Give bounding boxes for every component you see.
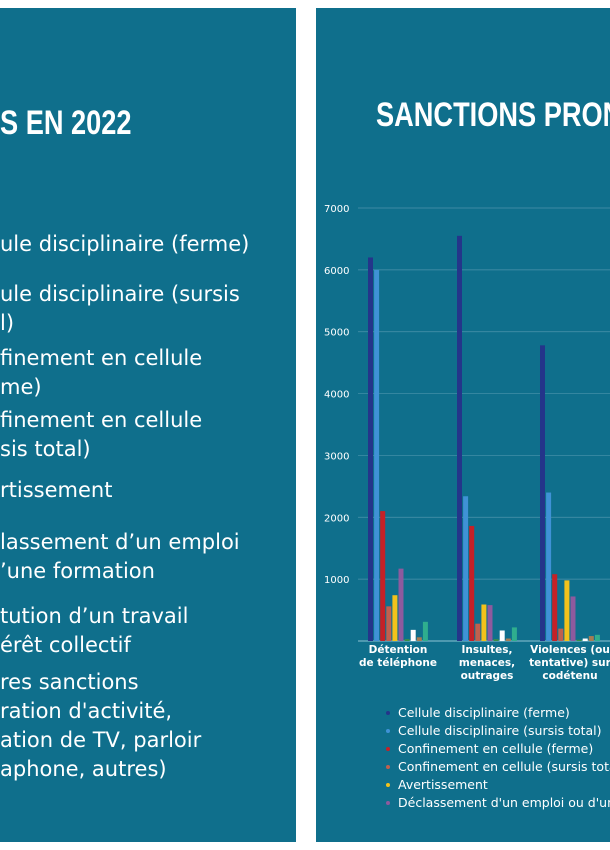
legend-item: Cellule disciplinaire (ferme) [386, 704, 570, 722]
x-category-label: tentative) sur [529, 657, 610, 669]
chart-heading: SANCTIONS PRONON [376, 96, 610, 134]
sanction-type-line: res sanctions [0, 670, 139, 694]
bar-9-category-2 [505, 638, 511, 641]
left-panel: S EN 2022 ule disciplinaire (ferme) ule d… [0, 8, 296, 842]
bar-5-category-2 [481, 604, 487, 641]
y-tick-label: 4000 [324, 390, 349, 401]
sanction-type-line: ’une formation [0, 559, 155, 583]
bar-10-category-2 [511, 627, 517, 641]
sanction-type-line: me) [0, 375, 42, 399]
sanction-type-line: finement en cellule [0, 408, 203, 432]
bar-4-category-1 [386, 606, 392, 641]
bar-7-category-3 [576, 639, 582, 641]
bar-9-category-1 [416, 637, 422, 641]
x-category-label: Violences (ou [530, 644, 610, 656]
legend-marker-icon [386, 764, 390, 769]
bar-1-category-3 [540, 345, 545, 641]
right-panel: SANCTIONS PRONON 1000 2000 3000 4000 5000 600… [316, 8, 610, 842]
sanction-type-line: lassement d’un emploi [0, 530, 240, 554]
bar-3-category-2 [469, 525, 475, 641]
sanction-type-line: tution d’un travail [0, 604, 189, 628]
legend-item: Confinement en cellule (sursis total) [386, 758, 610, 776]
x-category-label: codétenu [542, 670, 597, 682]
sanction-type-line: érêt collectif [0, 633, 131, 657]
bar-4-category-3 [558, 628, 564, 641]
sanction-type-line: ration d'activité, [0, 699, 173, 723]
sanction-type-line: l) [0, 311, 15, 335]
x-category-label: Détention [369, 644, 428, 656]
bar-10-category-1 [422, 621, 428, 641]
bar-4-category-2 [475, 623, 481, 641]
x-category-label: de téléphone [359, 657, 437, 669]
sanction-type-line: rtissement [0, 478, 113, 502]
bar-8-category-2 [499, 630, 505, 641]
x-category-label: menaces, [459, 657, 515, 669]
legend-marker-icon [386, 728, 390, 733]
legend-label: Avertissement [398, 777, 488, 792]
sanction-type-line: ule disciplinaire (ferme) [0, 232, 250, 256]
legend-label: Confinement en cellule (sursis total) [398, 759, 610, 774]
bar-2-category-2 [463, 496, 469, 641]
legend-item: Déclassement d'un emploi ou d'une [386, 794, 610, 812]
bar-8-category-3 [582, 638, 588, 641]
y-tick-label: 6000 [324, 266, 349, 277]
bar-6-category-2 [487, 605, 493, 641]
legend-label: Cellule disciplinaire (ferme) [398, 705, 570, 720]
bar-7-category-2 [493, 639, 499, 641]
y-tick-label: 2000 [324, 513, 349, 524]
x-category-label: Insultes, [461, 644, 512, 656]
sanction-type-line: ation de TV, parloir [0, 728, 202, 752]
y-tick-label: 5000 [324, 328, 349, 339]
legend-item: Confinement en cellule (ferme) [386, 740, 593, 758]
legend-label: Confinement en cellule (ferme) [398, 741, 594, 756]
legend-item: Cellule disciplinaire (sursis total) [386, 722, 602, 740]
left-panel-title: S EN 2022 [0, 104, 132, 142]
y-tick-label: 7000 [324, 204, 349, 215]
bar-9-category-3 [588, 636, 594, 641]
legend-item: Avertissement [386, 776, 488, 794]
legend-marker-icon [386, 746, 390, 751]
bar-1-category-2 [457, 235, 462, 642]
x-category-label: outrages [461, 670, 514, 682]
bar-1-category-1 [368, 257, 373, 641]
bar-2-category-3 [546, 492, 552, 641]
bar-6-category-3 [570, 596, 576, 641]
y-tick-label: 1000 [324, 575, 349, 586]
bar-7-category-1 [404, 639, 410, 641]
y-tick-label: 3000 [324, 451, 349, 462]
legend-marker-icon [386, 710, 390, 715]
legend-marker-icon [386, 782, 390, 787]
bar-6-category-1 [398, 568, 404, 641]
bar-8-category-1 [410, 629, 416, 641]
legend-marker-icon [386, 800, 390, 805]
bar-10-category-3 [594, 634, 600, 641]
bar-3-category-1 [380, 511, 386, 641]
sanction-type-line: finement en cellule [0, 346, 203, 370]
bar-5-category-1 [392, 595, 398, 641]
legend-label: Déclassement d'un emploi ou d'une [398, 795, 610, 810]
sanction-type-line: aphone, autres) [0, 757, 167, 781]
bar-2-category-1 [374, 269, 380, 641]
bar-5-category-3 [564, 580, 570, 641]
bar-chart: 1000 2000 3000 4000 5000 6000 7000 Détentionde … [324, 204, 610, 682]
legend-label: Cellule disciplinaire (sursis total) [398, 723, 602, 738]
bar-3-category-3 [552, 574, 558, 641]
sanction-type-line: ule disciplinaire (sursis [0, 282, 240, 306]
sanction-type-line: sis total) [0, 437, 91, 461]
